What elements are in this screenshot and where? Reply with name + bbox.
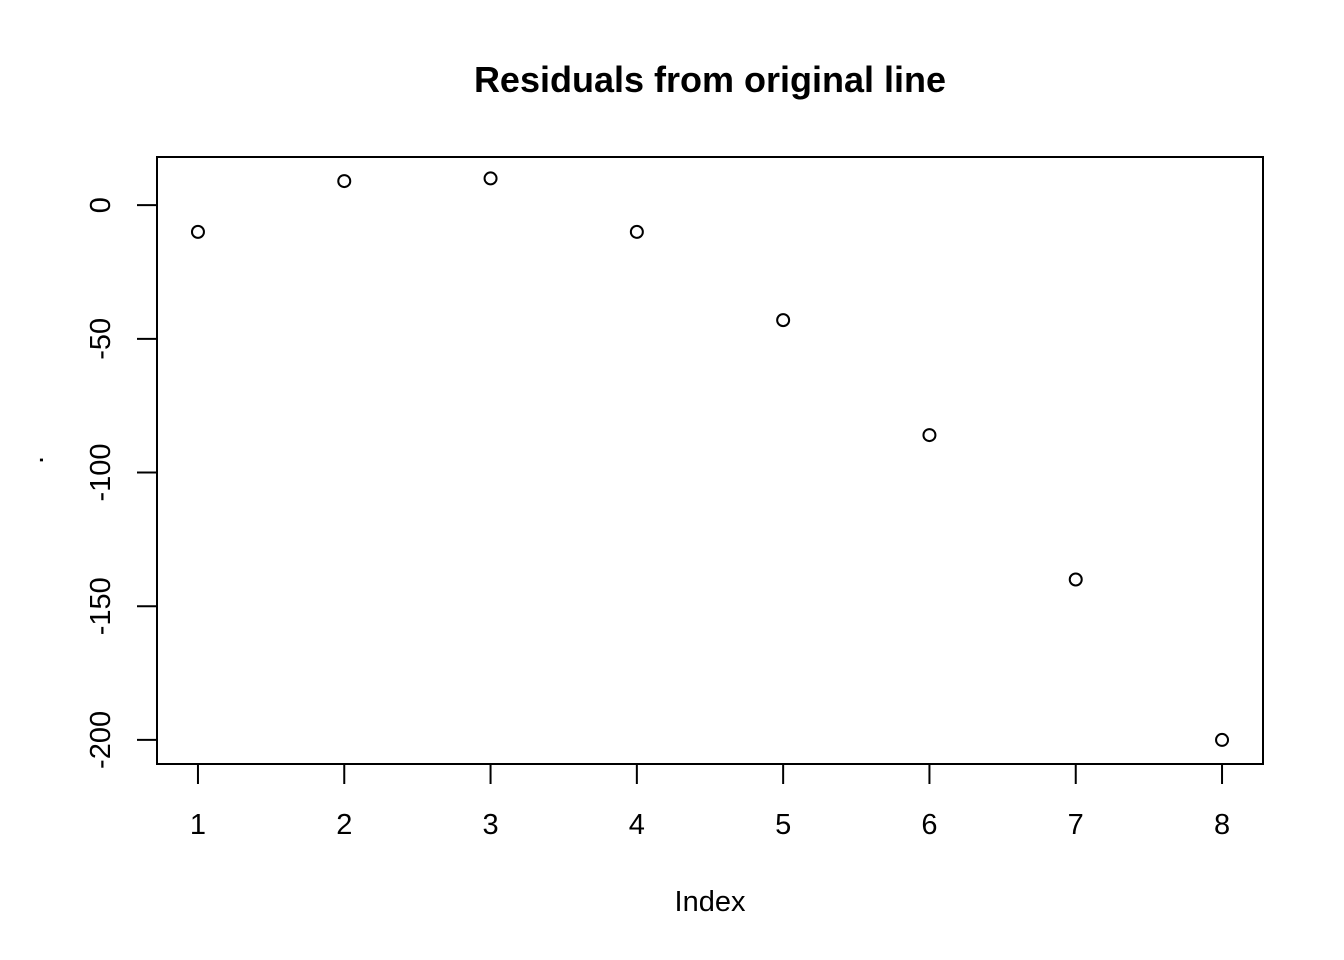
- data-point: [190, 224, 205, 239]
- data-point: [337, 174, 352, 189]
- y-tick-label: 0: [85, 197, 117, 213]
- data-point: [922, 428, 937, 443]
- data-points: [190, 171, 1230, 747]
- x-tick-label: 3: [482, 809, 498, 841]
- x-axis-label: Index: [675, 886, 746, 918]
- x-tick-label: 5: [775, 809, 791, 841]
- y-tick-label: -200: [85, 711, 117, 769]
- x-axis: 1 2 3 4 5 6 7 8: [190, 763, 1230, 841]
- x-tick-label: 8: [1214, 809, 1230, 841]
- data-point: [1215, 732, 1230, 747]
- data-point: [1068, 572, 1083, 587]
- plot-frame: [156, 156, 1264, 765]
- y-tick-label: -100: [85, 444, 117, 502]
- x-tick-label: 7: [1068, 809, 1084, 841]
- y-tick-label: -50: [85, 318, 117, 360]
- y-axis: 0 -50 -100 -150 -200: [85, 197, 158, 769]
- y-tick-label: -150: [85, 577, 117, 635]
- chart-title: Residuals from original line: [474, 59, 946, 100]
- data-point: [629, 224, 644, 239]
- data-point: [483, 171, 498, 186]
- x-tick-label: 4: [629, 809, 645, 841]
- x-tick-label: 6: [921, 809, 937, 841]
- x-tick-label: 2: [336, 809, 352, 841]
- data-point: [776, 313, 791, 328]
- x-tick-label: 1: [190, 809, 206, 841]
- y-axis-label: .: [18, 456, 50, 464]
